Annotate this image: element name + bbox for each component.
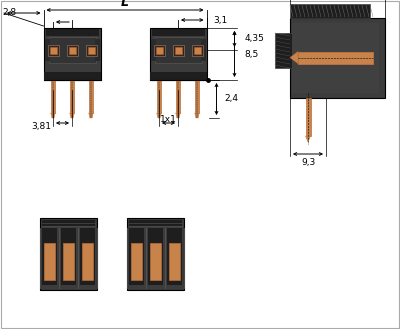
Bar <box>156 46 162 54</box>
Bar <box>80 228 94 285</box>
Bar <box>168 243 180 280</box>
Bar <box>154 37 202 63</box>
Bar <box>152 29 204 36</box>
Bar <box>89 80 93 113</box>
Polygon shape <box>290 52 298 63</box>
Text: 8,5: 8,5 <box>244 49 259 59</box>
Bar <box>150 243 160 280</box>
Bar <box>154 44 164 56</box>
Bar <box>46 29 98 36</box>
Bar <box>42 228 56 285</box>
Text: L: L <box>121 0 129 9</box>
Bar <box>66 44 78 56</box>
Bar <box>51 80 55 113</box>
Bar <box>62 243 74 280</box>
Bar <box>42 220 94 226</box>
Bar <box>200 39 206 61</box>
Bar <box>86 44 96 56</box>
Polygon shape <box>306 136 310 142</box>
Text: 2,4: 2,4 <box>224 94 238 104</box>
Bar <box>195 80 199 113</box>
Text: 4,35: 4,35 <box>244 35 264 43</box>
Bar <box>148 228 162 285</box>
Bar <box>306 98 310 136</box>
Bar <box>126 218 184 290</box>
Bar <box>166 228 182 285</box>
Text: 1x1: 1x1 <box>160 115 177 124</box>
Bar <box>50 46 56 54</box>
Bar <box>94 39 100 61</box>
Text: 3,81: 3,81 <box>31 121 51 131</box>
Bar <box>157 80 161 113</box>
Bar <box>60 228 76 285</box>
Polygon shape <box>51 113 55 118</box>
Bar <box>150 28 206 80</box>
Text: 3,1: 3,1 <box>213 15 228 24</box>
Polygon shape <box>157 113 161 118</box>
Bar <box>44 72 100 80</box>
Bar <box>48 37 96 63</box>
Bar <box>275 33 293 68</box>
Bar <box>44 39 50 61</box>
Bar <box>174 46 182 54</box>
Polygon shape <box>70 113 74 118</box>
Bar <box>68 46 76 54</box>
Bar <box>40 218 96 290</box>
Bar <box>48 44 58 56</box>
Bar <box>290 4 370 18</box>
Bar <box>298 52 373 63</box>
Bar <box>44 243 54 280</box>
Bar <box>290 18 385 98</box>
Bar <box>150 39 156 61</box>
Polygon shape <box>89 113 93 118</box>
Polygon shape <box>195 113 199 118</box>
Bar <box>292 23 379 93</box>
Bar <box>128 228 144 285</box>
Bar <box>82 243 92 280</box>
Text: 9,3: 9,3 <box>301 158 315 167</box>
Bar <box>150 72 206 80</box>
Bar <box>130 243 142 280</box>
Bar <box>88 46 94 54</box>
Text: 2,8: 2,8 <box>2 9 16 17</box>
Bar <box>44 28 100 80</box>
Bar <box>172 44 184 56</box>
Bar <box>194 46 200 54</box>
Bar <box>192 44 202 56</box>
Bar <box>70 80 74 113</box>
Polygon shape <box>176 113 180 118</box>
Bar <box>176 80 180 113</box>
Bar <box>128 220 182 226</box>
